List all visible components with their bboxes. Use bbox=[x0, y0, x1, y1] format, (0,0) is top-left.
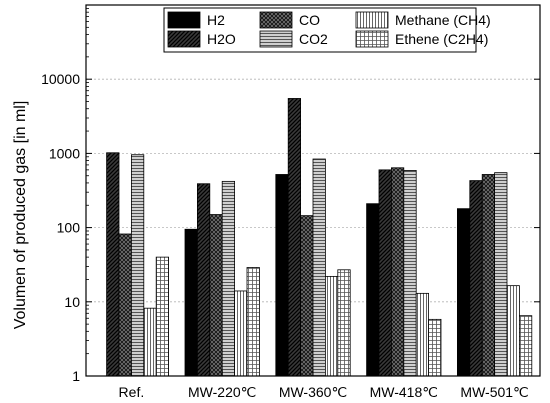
legend-label: H2 bbox=[207, 12, 225, 28]
legend-swatch bbox=[259, 11, 293, 29]
x-tick-label: Ref. bbox=[119, 384, 145, 400]
legend-swatch bbox=[259, 30, 293, 48]
bar-methane-5 bbox=[506, 285, 520, 377]
bar-h2-3 bbox=[275, 174, 289, 377]
y-tick-label: 1000 bbox=[49, 145, 80, 161]
bars bbox=[106, 98, 533, 377]
bar-methane-3 bbox=[324, 275, 339, 377]
bar-co2-5 bbox=[494, 172, 508, 377]
y-tick-label: 10000 bbox=[41, 71, 80, 87]
bar-ethene-5 bbox=[519, 315, 533, 377]
legend-label: CO bbox=[299, 12, 320, 28]
x-tick-label: MW-418℃ bbox=[370, 384, 438, 400]
bar-h2-2 bbox=[184, 228, 198, 377]
legend-box bbox=[163, 7, 477, 53]
legend-label: CO2 bbox=[299, 31, 328, 47]
legend-swatch bbox=[167, 30, 201, 48]
legend-swatch bbox=[355, 30, 389, 48]
bar-ethene-3 bbox=[337, 269, 351, 377]
bar-ethene-2 bbox=[246, 267, 260, 377]
bar-h2o-3 bbox=[287, 98, 302, 377]
bar-co-1 bbox=[118, 233, 132, 377]
bar-h2-5 bbox=[456, 208, 471, 377]
bar-co2-1 bbox=[130, 154, 145, 377]
bar-ethene-4 bbox=[428, 318, 442, 377]
legend: H2 CO Methane (CH4) H2O CO2 Ethene (C2H4) bbox=[163, 7, 491, 53]
legend-label: Ethene (C2H4) bbox=[395, 31, 488, 47]
legend-swatch bbox=[355, 11, 389, 29]
bar-methane-2 bbox=[234, 290, 248, 377]
bar-co2-4 bbox=[403, 170, 417, 377]
bar-h2o-4 bbox=[378, 169, 392, 377]
y-axis-label: Volumen of produced gas [in ml] bbox=[12, 101, 29, 330]
y-tick-label: 10 bbox=[64, 294, 80, 310]
bar-co-2 bbox=[209, 214, 223, 377]
axis-ticks: 1 10 100 1000 10000 Ref. MW-220℃ MW-360℃ MW-418℃… bbox=[41, 7, 540, 400]
bar-co-5 bbox=[481, 174, 496, 377]
x-tick-label: MW-220℃ bbox=[188, 384, 256, 400]
bar-h2o-5 bbox=[469, 180, 483, 377]
legend-swatch bbox=[167, 11, 201, 29]
legend-label: Methane (CH4) bbox=[395, 12, 491, 28]
bar-methane-1 bbox=[143, 307, 157, 377]
x-tick-label: MW-360℃ bbox=[279, 384, 347, 400]
bar-h2o-1 bbox=[106, 152, 120, 377]
y-tick-label: 100 bbox=[57, 220, 81, 236]
bar-methane-4 bbox=[415, 292, 430, 377]
bar-h2o-2 bbox=[196, 183, 211, 377]
bar-ethene-1 bbox=[155, 256, 169, 377]
legend-label: H2O bbox=[207, 31, 236, 47]
bar-h2-4 bbox=[366, 203, 380, 377]
x-tick-label: MW-501℃ bbox=[460, 384, 528, 400]
bar-co-4 bbox=[390, 167, 405, 377]
bar-co2-3 bbox=[312, 158, 326, 377]
bar-co-3 bbox=[300, 215, 314, 377]
y-tick-label: 1 bbox=[72, 368, 80, 384]
bar-co2-2 bbox=[221, 180, 235, 377]
